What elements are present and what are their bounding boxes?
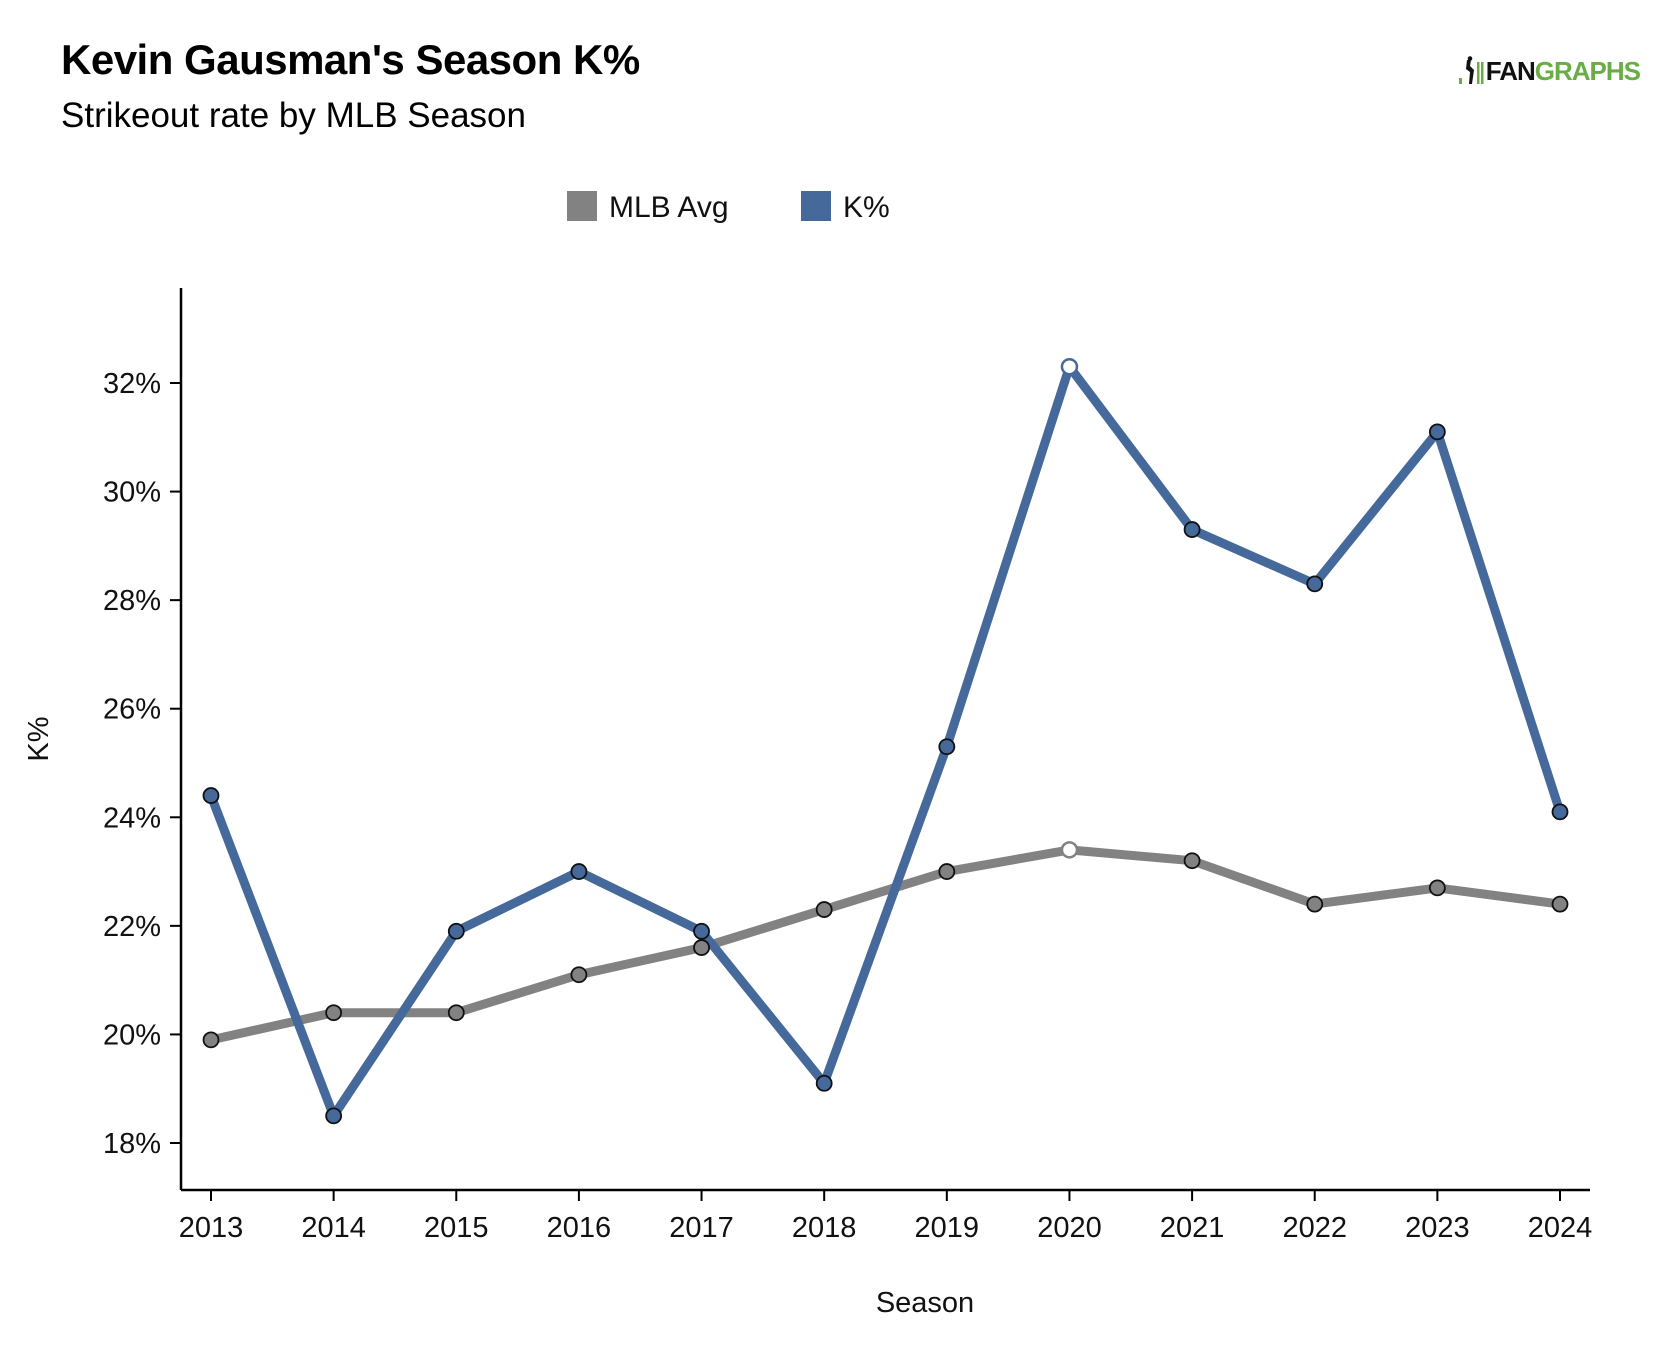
- x-tick-label: 2018: [792, 1212, 857, 1244]
- y-axis-title: K%: [23, 716, 55, 761]
- data-point[interactable]: [1551, 895, 1569, 913]
- data-point[interactable]: [1060, 841, 1079, 859]
- y-ticks: 18% 20% 22% 24% 26% 28% 30% 32%: [103, 368, 181, 1160]
- y-tick-label: 26%: [103, 694, 161, 726]
- x-axis-title: Season: [876, 1287, 974, 1319]
- axes: [179, 288, 1590, 1192]
- series-layer: [202, 357, 1569, 1125]
- data-point[interactable]: [202, 1031, 220, 1049]
- data-point[interactable]: [570, 966, 588, 984]
- x-tick-label: 2016: [547, 1212, 612, 1244]
- legend-item[interactable]: MLB Avg: [567, 191, 729, 224]
- series-lines: [206, 362, 1565, 1121]
- x-ticks: 2013 2014 2015 2016 2017 2018 2019 2020 2021 2022…: [179, 1190, 1593, 1244]
- legend-label: K%: [843, 191, 890, 224]
- data-point[interactable]: [1183, 852, 1201, 870]
- y-tick-label: 32%: [103, 368, 161, 400]
- x-tick-label: 2023: [1405, 1212, 1470, 1244]
- data-point[interactable]: [693, 939, 710, 956]
- y-tick-label: 22%: [103, 911, 161, 943]
- y-tick-label: 30%: [103, 477, 161, 509]
- data-point[interactable]: [1428, 423, 1446, 441]
- series-line-1: [206, 362, 1565, 1121]
- x-tick-label: 2014: [301, 1212, 366, 1244]
- x-tick-label: 2020: [1037, 1212, 1102, 1244]
- data-point[interactable]: [447, 922, 465, 940]
- data-point[interactable]: [1060, 357, 1079, 376]
- data-point[interactable]: [202, 787, 220, 804]
- x-tick-label: 2021: [1160, 1212, 1225, 1244]
- x-tick-label: 2019: [915, 1212, 980, 1244]
- series-line-0: [206, 845, 1565, 1045]
- data-point[interactable]: [1306, 895, 1324, 913]
- y-tick-label: 18%: [103, 1128, 161, 1160]
- data-point[interactable]: [1183, 521, 1201, 538]
- data-point[interactable]: [938, 738, 956, 756]
- x-tick-label: 2017: [669, 1212, 734, 1244]
- legend: MLB Avg K%: [567, 191, 890, 224]
- data-point[interactable]: [815, 901, 833, 918]
- legend-item[interactable]: K%: [801, 191, 890, 224]
- data-point[interactable]: [570, 863, 588, 880]
- data-point[interactable]: [1428, 879, 1446, 897]
- series-points: [202, 357, 1569, 1125]
- legend-label: MLB Avg: [609, 191, 729, 224]
- y-tick-label: 20%: [103, 1019, 161, 1051]
- data-point[interactable]: [325, 1107, 343, 1125]
- fangraphs-logo[interactable]: FAN GRAPHS: [1458, 54, 1641, 88]
- data-point[interactable]: [815, 1074, 833, 1092]
- x-tick-label: 2022: [1282, 1212, 1347, 1244]
- logo-text-fan: FAN: [1485, 55, 1536, 86]
- data-point[interactable]: [325, 1004, 343, 1022]
- data-point[interactable]: [1551, 803, 1569, 821]
- chart-title: Kevin Gausman's Season K%: [61, 36, 640, 83]
- x-tick-label: 2015: [424, 1212, 489, 1244]
- logo-text-graphs: GRAPHS: [1534, 55, 1641, 86]
- x-tick-label: 2013: [179, 1212, 244, 1244]
- data-point[interactable]: [938, 863, 956, 880]
- data-point[interactable]: [447, 1004, 465, 1022]
- data-point[interactable]: [1306, 575, 1324, 593]
- data-point[interactable]: [693, 922, 710, 940]
- legend-swatch: [801, 191, 831, 221]
- y-tick-label: 24%: [103, 802, 161, 834]
- chart-subtitle: Strikeout rate by MLB Season: [61, 96, 526, 135]
- legend-swatch: [567, 191, 597, 221]
- x-tick-label: 2024: [1528, 1212, 1593, 1244]
- fangraphs-logo-icon: [1458, 56, 1484, 84]
- y-tick-label: 28%: [103, 585, 161, 617]
